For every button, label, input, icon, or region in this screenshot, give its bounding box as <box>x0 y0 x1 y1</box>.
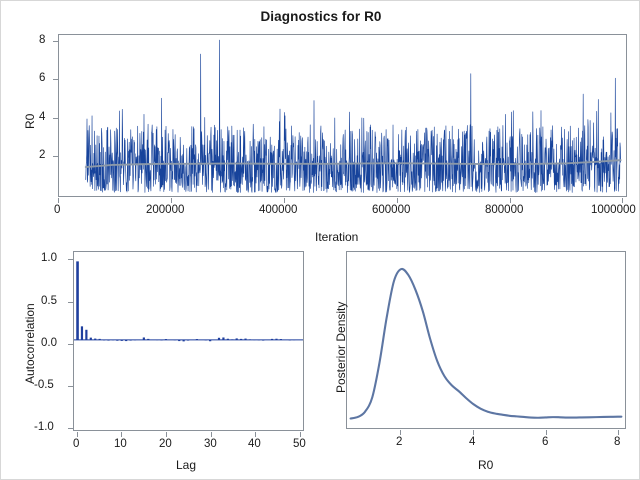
trace-ytick-label-2: 2 <box>39 149 46 161</box>
trace-xtick-label-1000000: 1000000 <box>591 204 636 216</box>
trace-xtick-0 <box>58 198 59 203</box>
acf-x-axis-label: Lag <box>176 458 197 472</box>
trace-ytick-2 <box>53 156 58 157</box>
acf-xtick-10 <box>121 432 122 437</box>
acf-xtick-50 <box>300 432 301 437</box>
trace-xtick-1000000 <box>622 198 623 203</box>
acf-ytick-label-1.0: 1.0 <box>41 252 57 264</box>
acf-y-axis-label: Autocorrelation <box>23 303 37 384</box>
acf-xtick-30 <box>211 432 212 437</box>
acf-ytick-0.0 <box>68 344 73 345</box>
trace-ytick-label-4: 4 <box>39 111 46 123</box>
trace-xtick-800000 <box>510 198 511 203</box>
density-xtick-label-2: 2 <box>396 436 403 448</box>
acf-xtick-label-50: 50 <box>293 438 306 450</box>
trace-xtick-label-200000: 200000 <box>146 204 185 216</box>
trace-xtick-label-0: 0 <box>54 204 61 216</box>
trace-xtick-200000 <box>171 198 172 203</box>
acf-xtick-label-10: 10 <box>114 438 127 450</box>
trace-ytick-4 <box>53 118 58 119</box>
acf-xtick-label-30: 30 <box>204 438 217 450</box>
acf-ytick--1.0 <box>68 428 73 429</box>
trace-y-axis-label: R0 <box>23 113 37 129</box>
trace-xtick-600000 <box>397 198 398 203</box>
density-xtick-4 <box>473 430 474 435</box>
acf-xtick-0 <box>77 432 78 437</box>
trace-xtick-400000 <box>284 198 285 203</box>
density-x-axis-label: R0 <box>478 458 494 472</box>
trace-xtick-label-600000: 600000 <box>372 204 411 216</box>
density-xtick-label-8: 8 <box>614 436 621 448</box>
density-curve <box>349 267 623 420</box>
acf-ytick-0.5 <box>68 302 73 303</box>
trace-x-axis-label: Iteration <box>315 230 359 244</box>
autocorrelation-plot-area <box>73 251 304 431</box>
density-xtick-label-4: 4 <box>469 436 476 448</box>
density-xtick-6 <box>546 430 547 435</box>
acf-ytick-label-0.5: 0.5 <box>41 295 57 307</box>
acf-xtick-label-40: 40 <box>248 438 261 450</box>
page-title: Diagnostics for R0 <box>260 9 382 24</box>
trace-xtick-label-400000: 400000 <box>259 204 298 216</box>
trace-ytick-label-6: 6 <box>39 72 46 84</box>
trace-ytick-8 <box>53 41 58 42</box>
trace-plot-area <box>58 34 627 197</box>
autocorrelation-series <box>74 261 303 342</box>
acf-xtick-label-20: 20 <box>159 438 172 450</box>
acf-ytick-label-0.0: 0.0 <box>41 337 57 349</box>
acf-ytick-label--1.0: -1.0 <box>34 421 54 433</box>
acf-ytick-1.0 <box>68 259 73 260</box>
density-plot-area <box>346 251 626 429</box>
trace-series <box>84 39 622 193</box>
density-y-axis-label: Posterior Density <box>334 301 348 393</box>
acf-xtick-40 <box>255 432 256 437</box>
density-xtick-2 <box>400 430 401 435</box>
density-xtick-8 <box>618 430 619 435</box>
trace-xtick-label-800000: 800000 <box>485 204 524 216</box>
trace-ytick-6 <box>53 79 58 80</box>
acf-ytick-label--0.5: -0.5 <box>34 379 54 391</box>
trace-ytick-label-8: 8 <box>39 34 46 46</box>
acf-xtick-label-0: 0 <box>73 438 80 450</box>
density-xtick-label-6: 6 <box>542 436 549 448</box>
acf-ytick--0.5 <box>68 386 73 387</box>
acf-xtick-20 <box>166 432 167 437</box>
